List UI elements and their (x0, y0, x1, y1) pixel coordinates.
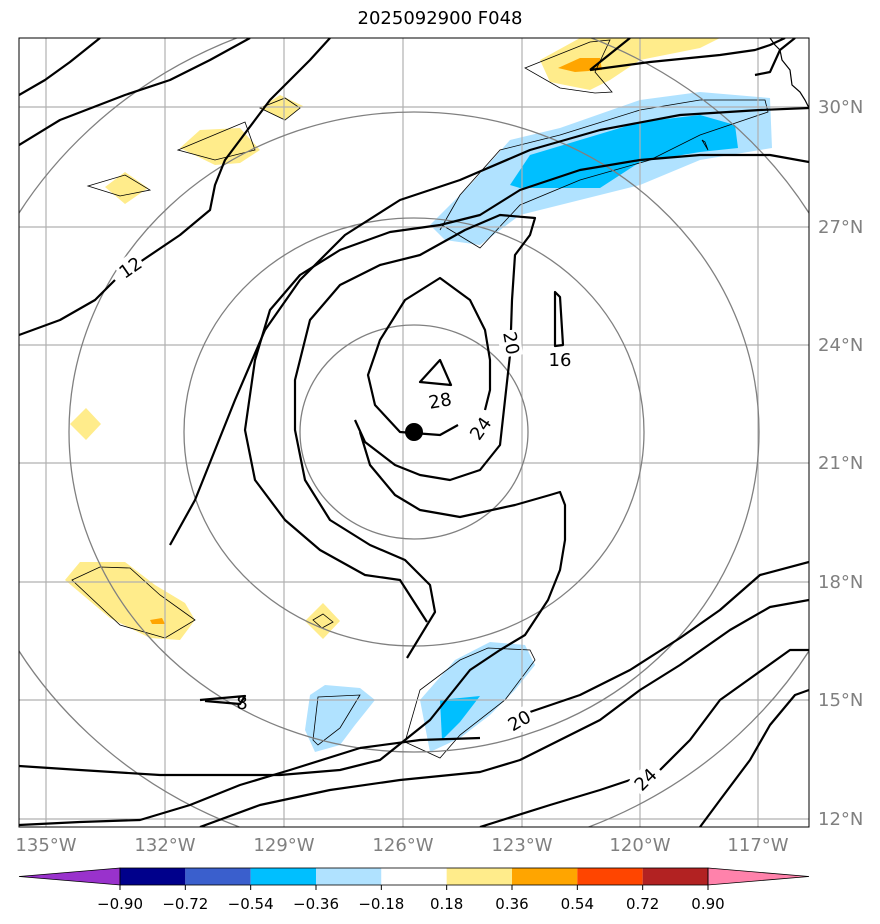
positive-spot (105, 172, 148, 204)
lon-label: 117°W (727, 835, 788, 856)
contour-line (589, 38, 796, 77)
colorbar-swatch (250, 868, 316, 885)
negative-anomaly-medium (440, 696, 480, 740)
map-area: 12 20 16 28 24 8 20 24 (19, 38, 809, 827)
lat-label: 15°N (818, 690, 863, 711)
contour-labels: 12 20 16 28 24 8 20 24 (113, 250, 664, 798)
colorbar-tick-label: 0.90 (691, 895, 724, 913)
positive-anomaly-medium (150, 618, 165, 624)
negative-anomaly-medium (510, 115, 738, 188)
colorbar-tick-label: 0.72 (626, 895, 659, 913)
colorbar-swatch (512, 868, 578, 885)
positive-spot (305, 603, 340, 639)
contour-line (19, 560, 809, 827)
colorbar-tick-label: 0.18 (430, 895, 463, 913)
lon-label: 135°W (15, 835, 76, 856)
contour-line (19, 38, 331, 337)
contour-line (553, 290, 565, 348)
colorbar-swatch (316, 868, 382, 885)
lat-label: 27°N (818, 217, 863, 238)
contour-label: 24 (631, 765, 662, 796)
longitude-labels: 135°W 132°W 129°W 126°W 123°W 120°W 117°… (15, 835, 788, 856)
storm-center-marker (405, 423, 423, 441)
lon-label: 123°W (491, 835, 552, 856)
lat-label: 18°N (818, 572, 863, 593)
contour-line (366, 276, 492, 437)
colorbar-tick-label: −0.18 (358, 895, 404, 913)
contour-line (699, 688, 809, 827)
contour-label: 12 (115, 253, 146, 283)
lon-label: 120°W (609, 835, 670, 856)
colorbar-swatch (120, 868, 186, 885)
colorbar-tick-label: −0.90 (97, 895, 143, 913)
colorbar-extend-high (707, 867, 810, 886)
lon-label: 129°W (253, 835, 314, 856)
contour-line (418, 358, 453, 387)
lat-label: 30°N (818, 97, 863, 118)
latitude-labels: 30°N 27°N 24°N 21°N 18°N 15°N 12°N (818, 97, 863, 830)
lat-label: 21°N (818, 453, 863, 474)
contour-line (243, 153, 809, 623)
graticule (19, 38, 809, 827)
positive-spot (70, 408, 101, 440)
colorbar-tick-label: −0.36 (293, 895, 339, 913)
field-outlines (71, 39, 769, 759)
contour-line (19, 38, 251, 146)
colorbar-swatch (185, 868, 251, 885)
lon-label: 126°W (372, 835, 433, 856)
contour-line (199, 694, 247, 706)
colorbar-tick-label: 0.36 (495, 895, 528, 913)
contour-line (19, 38, 101, 96)
colorbar-swatch (577, 868, 643, 885)
contour-line (169, 106, 809, 546)
coastline (769, 38, 809, 109)
contour-line (293, 213, 537, 659)
colorbar-tick-label: 0.54 (561, 895, 594, 913)
colorbar-swatch (446, 868, 512, 885)
colorbar-swatch (642, 868, 708, 885)
colorbar: −0.90 −0.72 −0.54 −0.36 −0.18 0.18 0.36 0.54 0.7… (18, 867, 810, 913)
colorbar-swatch (381, 868, 447, 885)
lat-label: 24°N (818, 335, 863, 356)
lat-label: 12°N (818, 809, 863, 830)
contour-line (19, 431, 567, 777)
contour-label: 8 (236, 693, 247, 714)
colorbar-outline (119, 867, 709, 886)
colorbar-extend-low (18, 867, 121, 886)
contour-label: 24 (466, 413, 496, 444)
contour-label: 16 (549, 350, 572, 371)
shaded-fields (65, 38, 772, 752)
map-frame (18, 37, 810, 828)
contour-label: 20 (498, 330, 523, 356)
contour-line (479, 648, 809, 827)
contour-line (199, 598, 809, 827)
negative-anomaly-light (305, 685, 375, 752)
lon-label: 132°W (134, 835, 195, 856)
colorbar-tick-label: −0.72 (162, 895, 208, 913)
contour-label: 28 (427, 389, 453, 414)
map-title: 2025092900 F048 (357, 8, 523, 29)
colorbar-tick-label: −0.54 (228, 895, 274, 913)
contours (19, 38, 809, 827)
positive-spot (180, 128, 260, 165)
